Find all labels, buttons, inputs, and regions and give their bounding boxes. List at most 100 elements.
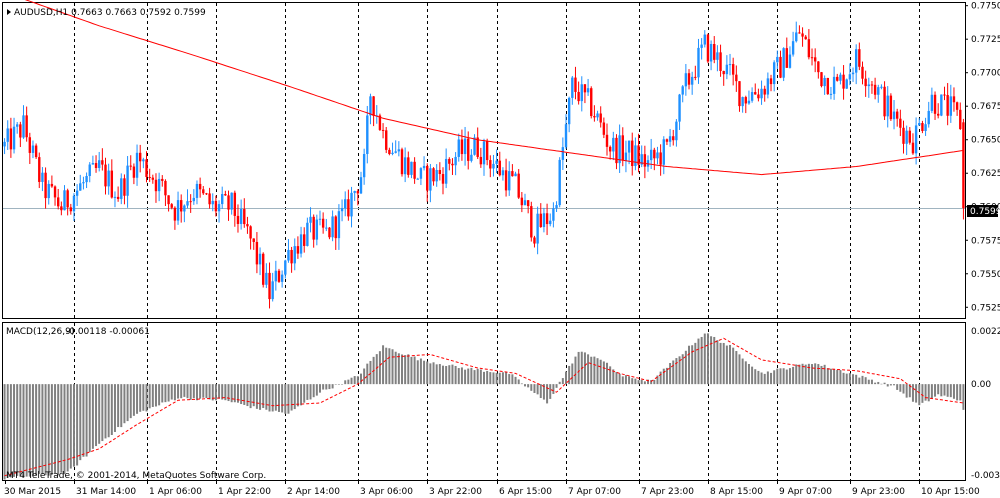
candle-body [416,178,419,180]
candle-body [899,118,902,128]
candle-body [72,195,76,212]
macd-bar [57,384,60,476]
macd-bar [6,384,9,478]
candle-body [280,274,284,282]
macd-bar [183,384,186,397]
macd-bar [400,354,403,385]
candle-body [842,74,845,89]
candle-body [687,73,691,85]
macd-bar [328,384,331,390]
macd-bar [117,384,120,428]
macd-bar [91,384,94,449]
symbol-caption-text: AUDUSD,H1 0.7663 0.7663 0.7592 0.7599 [14,8,206,18]
macd-bar [290,384,293,411]
macd-bar [170,384,173,400]
macd-bar [788,368,791,385]
macd-bar [899,384,902,392]
candle-body [656,152,659,159]
candle-body [665,139,669,142]
macd-bar [265,384,268,410]
candle-body [321,218,325,228]
candle-body [293,246,296,264]
macd-bar [612,369,615,385]
time-tick-label: 2 Apr 14:00 [287,487,340,497]
candle-body [75,190,79,196]
candle-body [602,122,606,135]
candle-body [785,48,788,68]
candle-body [366,115,369,155]
macd-bar [22,384,25,478]
candle-body [347,199,350,217]
macd-bar [186,384,189,399]
candle-body [47,183,50,199]
candle-body [489,160,492,169]
macd-bar [640,379,643,385]
candle-body [34,145,38,158]
candle-body [832,76,836,94]
candle-body [624,152,628,161]
candle-body [340,208,344,212]
macd-bar [842,372,845,385]
candle-body [943,94,946,96]
macd-bar [694,342,697,385]
candle-body [586,88,590,93]
macd-bar [441,365,444,385]
candle-body [962,122,965,209]
candle-body [798,32,801,34]
candle-body [460,139,464,155]
candle-body [526,200,530,207]
macd-bar [476,368,479,385]
candle-body [738,81,741,107]
candle-body [173,207,177,221]
candle-body [151,177,155,180]
macd-bar [927,384,930,402]
price-tick-label: 0.7725 [971,35,1000,45]
candle-body [413,161,416,179]
macd-bar [167,384,170,402]
candle-body [161,178,164,181]
macd-bar [318,384,321,393]
macd-bar [293,384,296,410]
candle-body [861,66,864,79]
candle-body [82,182,85,184]
candle-body [933,94,937,114]
candle-body [28,137,32,153]
candle-body [492,163,495,169]
candle-body [517,173,520,198]
macd-bar [776,368,779,385]
candle-body [394,151,397,153]
macd-bar [252,384,255,407]
macd-bar [760,372,763,385]
macd-bar [555,384,558,388]
candle-body [615,137,618,164]
candle-body [403,157,407,175]
macd-bar [536,384,539,395]
macd-bar [628,376,631,385]
candle-body [662,139,665,165]
macd-bar [517,379,520,385]
macd-bar [255,384,258,409]
macd-bar [934,384,937,397]
macd-bar [688,345,691,385]
macd-bar [867,379,870,385]
macd-bar [561,378,564,385]
candle-body [66,190,69,208]
macd-bar [277,384,280,412]
candle-body [69,207,73,212]
macd-bar [41,384,44,475]
candle-body [432,168,435,182]
macd-bar [199,384,202,399]
macd-bar [38,384,41,474]
candle-body [817,61,820,73]
macd-bar [848,373,851,385]
candle-body [877,87,880,95]
candle-body [908,130,912,143]
macd-bar [189,384,192,400]
candle-body [258,253,262,265]
macd-bar [811,364,814,385]
macd-bar [520,383,523,385]
macd-bar [180,384,183,399]
candle-body [725,64,729,75]
macd-bar [539,384,542,399]
